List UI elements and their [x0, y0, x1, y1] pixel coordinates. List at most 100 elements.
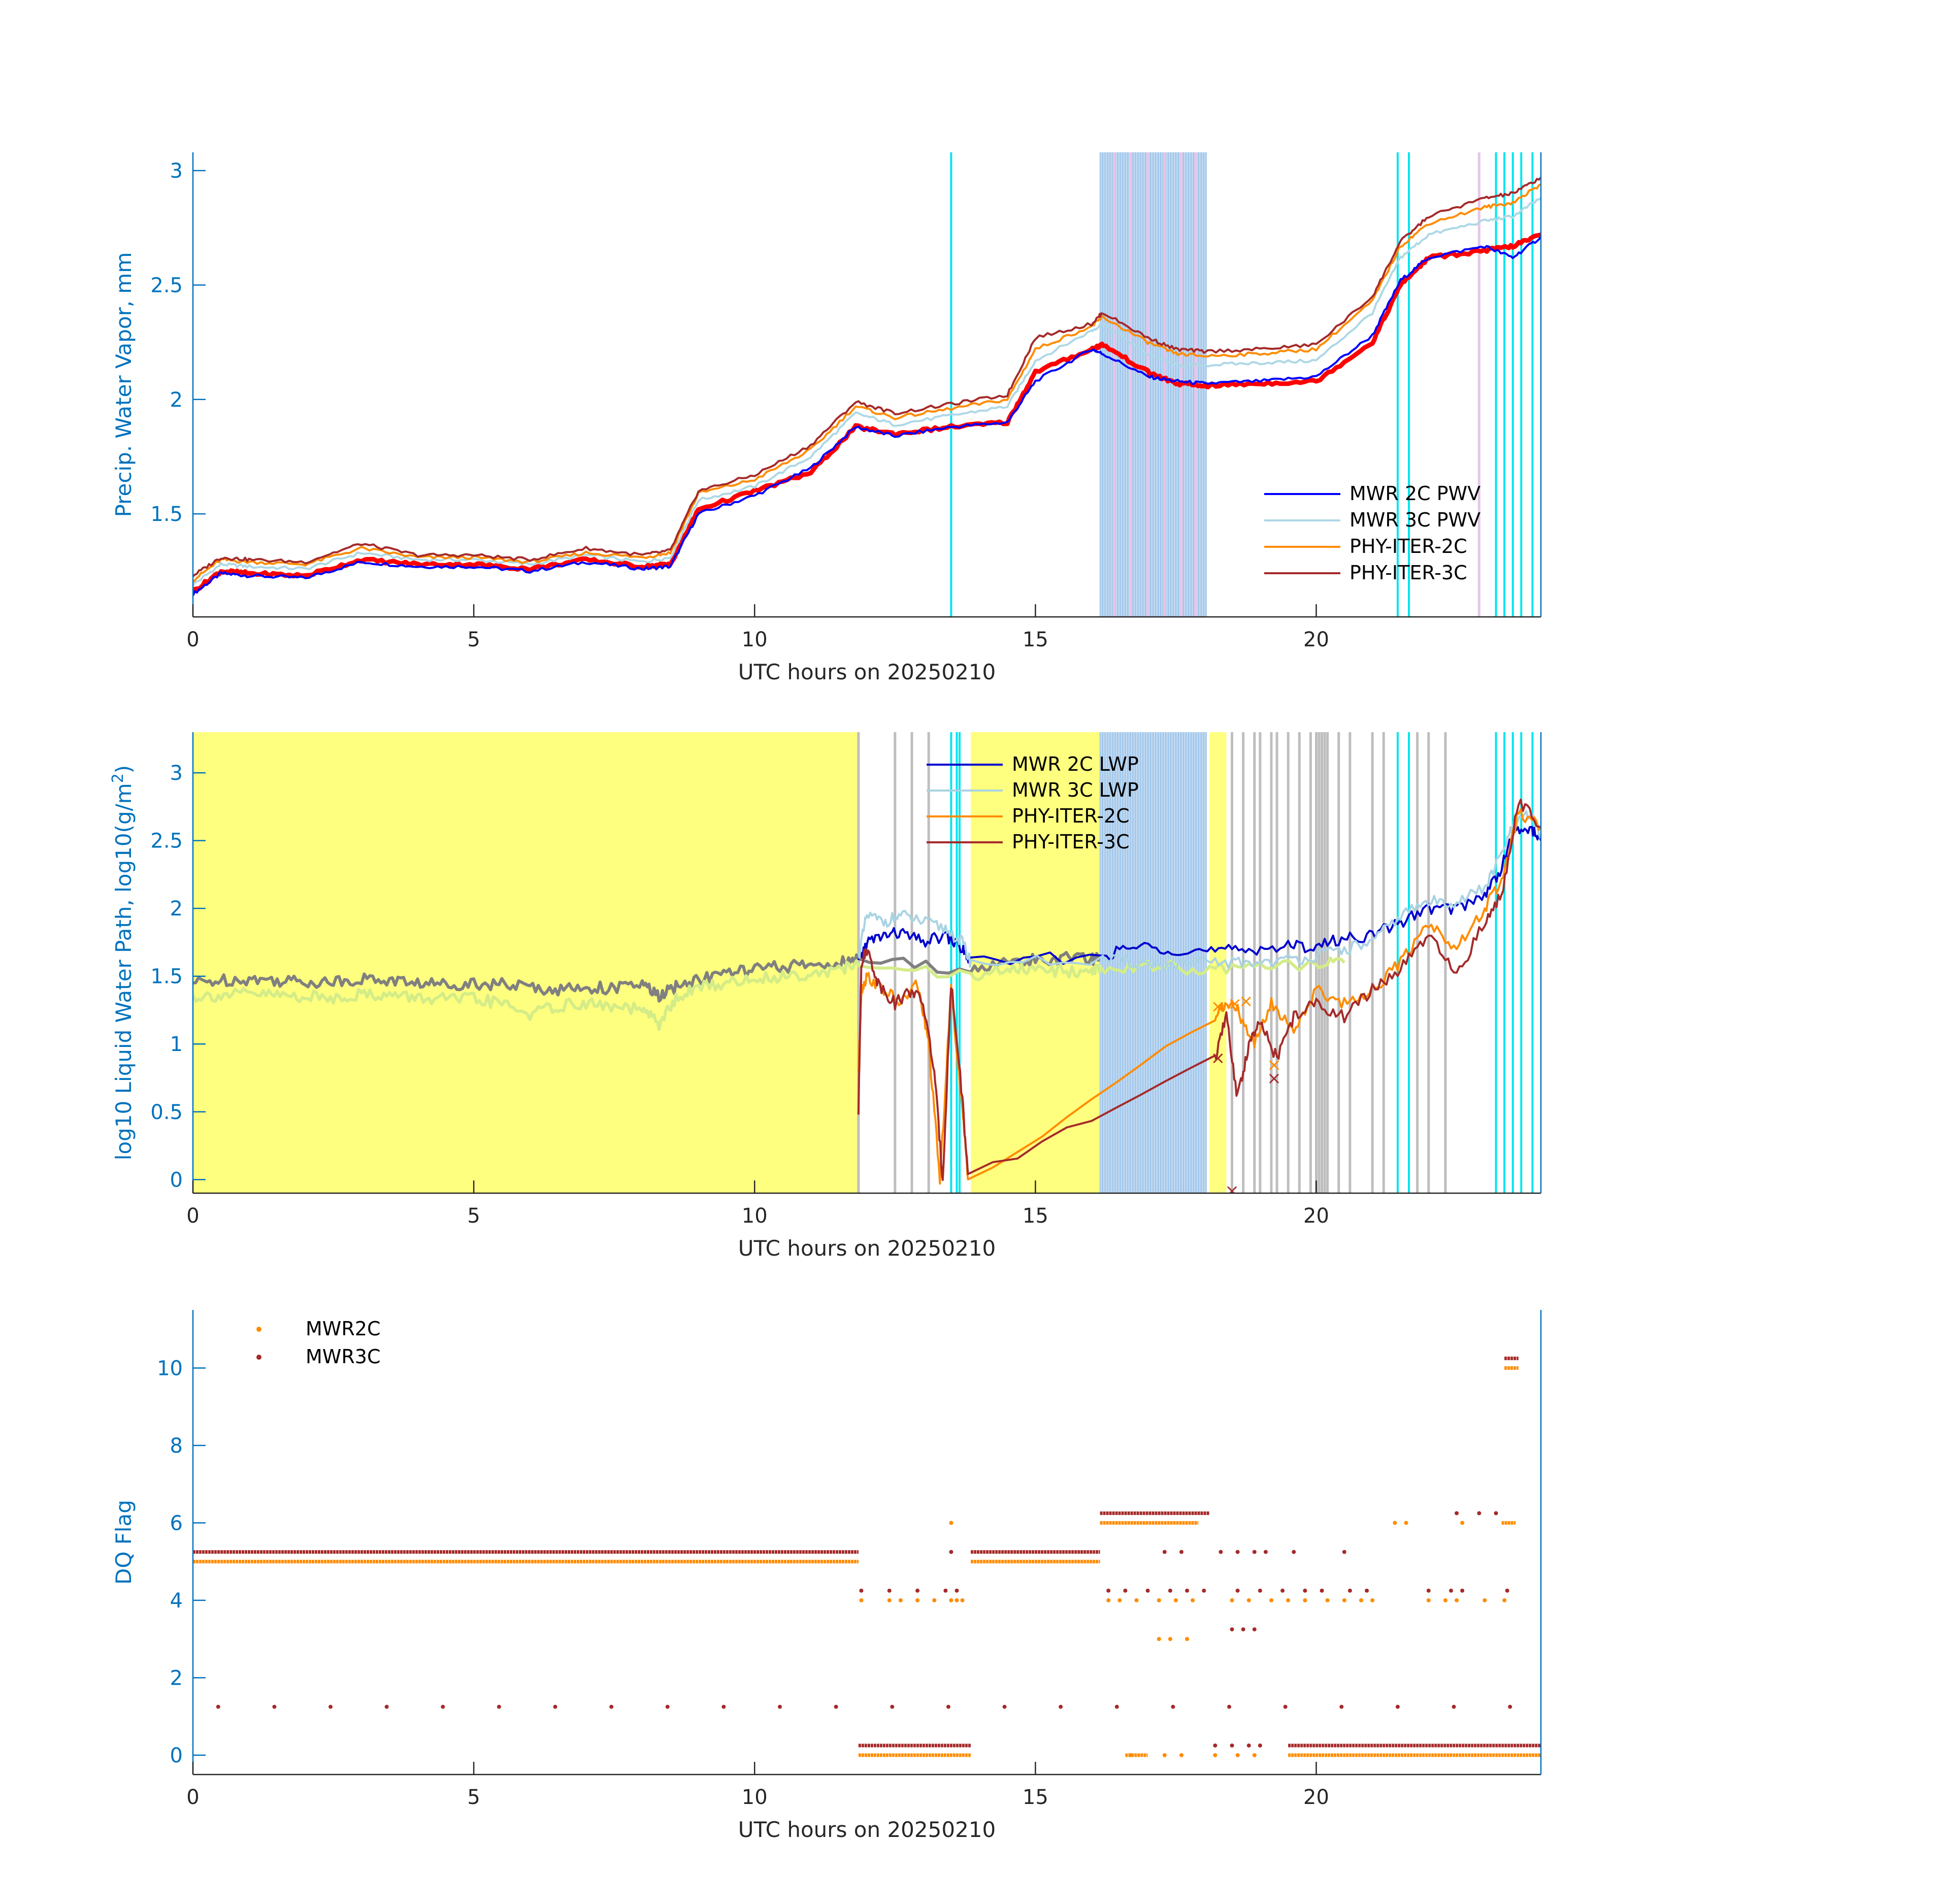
y-axis-label-end: ) [111, 765, 136, 773]
flag-point-1-15 [1059, 1704, 1063, 1709]
legend-entry-1: MWR 3C LWP [1012, 779, 1139, 801]
y-axis-label: Precip. Water Vapor, mm [111, 252, 136, 517]
legend-marker-1 [256, 1355, 261, 1360]
flag-point-0-18 [1230, 1598, 1234, 1602]
flag-point-1-58 [1455, 1511, 1459, 1516]
y-tick-label: 2 [170, 897, 183, 921]
flag-point-0-40 [1252, 1753, 1257, 1757]
series-line-4 [193, 232, 1541, 594]
flag-point-0-23 [1325, 1598, 1330, 1602]
series-line-2 [193, 183, 1541, 583]
flag-point-0-15 [1157, 1637, 1161, 1642]
flag-point-0-12 [1157, 1598, 1161, 1602]
marker-5: × [1267, 1068, 1281, 1089]
flag-point-1-1 [272, 1704, 277, 1709]
legend-entry-0: MWR 2C PWV [1349, 482, 1480, 505]
series-line-1 [857, 810, 1541, 971]
plot-area [193, 1356, 1541, 1757]
x-axis-label: UTC hours on 20250210 [738, 660, 996, 684]
x-tick-label: 0 [186, 1786, 199, 1809]
x-axis-label: UTC hours on 20250210 [738, 1817, 996, 1842]
y-axis-label-superscript: 2 [109, 773, 127, 783]
y-tick-label: 0.5 [150, 1101, 183, 1124]
flag-point-0-25 [1359, 1598, 1363, 1602]
flag-point-0-27 [1393, 1521, 1397, 1525]
x-tick-label: 20 [1303, 628, 1329, 651]
legend-entry-2: PHY-ITER-2C [1349, 535, 1467, 557]
flag-point-0-19 [1246, 1598, 1251, 1602]
flag-point-1-53 [1365, 1588, 1369, 1593]
flag-point-1-52 [1347, 1588, 1352, 1593]
flag-point-1-17 [1171, 1704, 1175, 1709]
x-tick-label: 20 [1303, 1786, 1329, 1809]
flag-point-0-28 [1404, 1521, 1408, 1525]
flag-point-1-31 [1123, 1588, 1128, 1593]
y-tick-label: 3 [170, 762, 183, 785]
flag-point-1-56 [1460, 1588, 1465, 1593]
flag-point-1-14 [1002, 1704, 1007, 1709]
flag-point-1-43 [1342, 1550, 1346, 1554]
flag-point-0-2 [898, 1598, 903, 1602]
legend-entry-3: PHY-ITER-3C [1349, 562, 1467, 584]
flag-point-1-60 [1494, 1511, 1498, 1516]
y-tick-label: 2.5 [150, 274, 183, 297]
flag-point-0-5 [949, 1598, 953, 1602]
flag-point-1-45 [1241, 1627, 1245, 1632]
flag-point-1-41 [1263, 1550, 1268, 1554]
flag-point-1-34 [1185, 1588, 1190, 1593]
flag-point-0-1 [887, 1598, 892, 1602]
plot-area: × ××× ××× [193, 732, 1541, 1201]
flag-point-1-37 [1179, 1550, 1183, 1554]
flag-point-0-10 [1117, 1598, 1122, 1602]
flag-point-0-13 [1173, 1598, 1178, 1602]
flag-point-0-9 [1106, 1598, 1111, 1602]
y-tick-label: 0 [170, 1168, 183, 1192]
y-tick-label: 2.5 [150, 830, 183, 853]
flag-point-1-19 [1283, 1704, 1288, 1709]
y-tick-label: 2 [170, 1666, 183, 1690]
flag-point-1-49 [1280, 1588, 1285, 1593]
x-tick-label: 10 [742, 1204, 768, 1228]
flag-point-1-61 [1213, 1743, 1217, 1748]
flag-point-1-10 [778, 1704, 782, 1709]
y-tick-label: 2 [170, 388, 183, 412]
flag-point-1-13 [946, 1704, 950, 1709]
flag-point-0-39 [1235, 1753, 1240, 1757]
flag-point-0-36 [1162, 1753, 1167, 1757]
flag-point-0-29 [1426, 1598, 1431, 1602]
flag-point-1-32 [1145, 1588, 1150, 1593]
x-tick-label: 5 [467, 1204, 480, 1228]
flag-point-1-54 [1426, 1588, 1431, 1593]
flag-point-1-57 [1505, 1588, 1509, 1593]
flag-point-0-17 [1185, 1637, 1190, 1642]
x-tick-label: 5 [467, 1786, 480, 1809]
marker-6: × [1225, 1181, 1239, 1201]
marker-1: × [1228, 994, 1242, 1014]
pwv-panel: 0 5 10 15 20 1.5 2 2.5 3 UTC hours on 20250210 Pre… [111, 152, 1542, 684]
flag-point-1-48 [1258, 1588, 1262, 1593]
y-tick-label: 1.5 [150, 503, 183, 526]
y-axis-label: log10 Liquid Water Path, log10(g/m2) [109, 765, 136, 1160]
marker-4: × [1267, 1055, 1281, 1075]
marker-2: × [1239, 991, 1254, 1011]
y-tick-label: 1 [170, 1033, 183, 1056]
legend-entry-0: MWR2C [306, 1318, 380, 1340]
flag-point-1-7 [609, 1704, 614, 1709]
series-line-2 [857, 808, 1541, 1185]
flag-point-0-31 [1455, 1598, 1459, 1602]
flag-point-0-33 [1483, 1598, 1487, 1602]
x-tick-label: 5 [467, 628, 480, 651]
flag-point-1-18 [1227, 1704, 1232, 1709]
flag-point-1-12 [890, 1704, 895, 1709]
flag-point-1-29 [949, 1550, 953, 1554]
flag-point-0-8 [949, 1521, 953, 1525]
y-tick-label: 3 [170, 159, 183, 183]
flag-point-0-24 [1342, 1598, 1346, 1602]
flag-point-0-37 [1179, 1753, 1183, 1757]
y-axis-label: DQ Flag [111, 1500, 136, 1585]
flag-point-0-3 [915, 1598, 920, 1602]
flag-point-0-21 [1286, 1598, 1291, 1602]
flag-point-0-32 [1460, 1521, 1465, 1525]
flag-point-1-46 [1252, 1627, 1257, 1632]
